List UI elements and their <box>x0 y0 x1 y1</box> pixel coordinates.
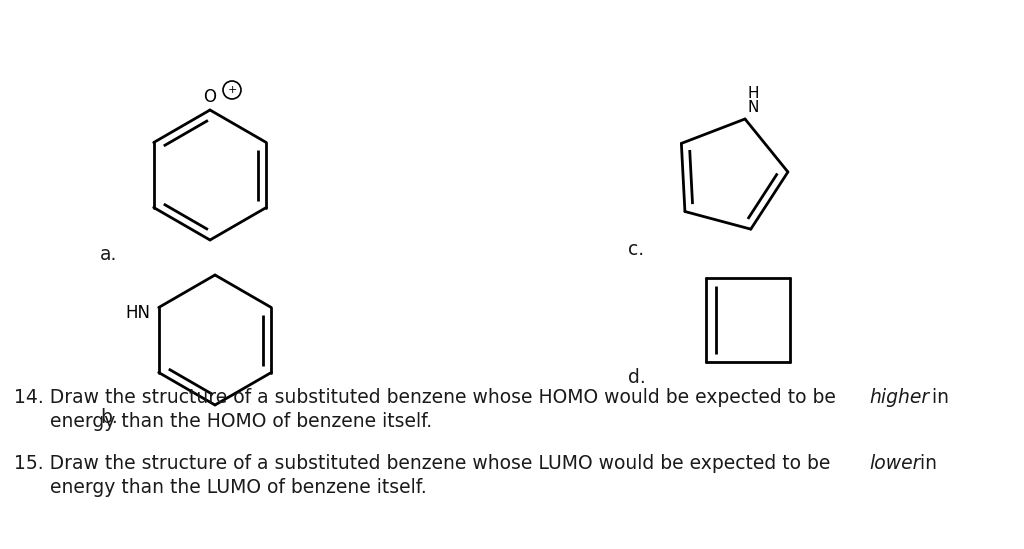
Text: a.: a. <box>100 245 118 264</box>
Text: energy than the HOMO of benzene itself.: energy than the HOMO of benzene itself. <box>50 412 432 431</box>
Text: d.: d. <box>628 368 646 387</box>
Text: H: H <box>748 86 759 101</box>
Text: N: N <box>748 100 759 115</box>
Text: HN: HN <box>126 304 151 322</box>
Text: lower: lower <box>869 454 921 473</box>
Text: b.: b. <box>100 408 118 427</box>
Text: 15. Draw the structure of a substituted benzene whose LUMO would be expected to : 15. Draw the structure of a substituted … <box>14 454 837 473</box>
Text: 14. Draw the structure of a substituted benzene whose HOMO would be expected to : 14. Draw the structure of a substituted … <box>14 388 842 407</box>
Text: c.: c. <box>628 240 644 259</box>
Text: in: in <box>926 388 949 407</box>
Text: +: + <box>227 85 237 95</box>
Text: higher: higher <box>869 388 929 407</box>
Text: in: in <box>914 454 937 473</box>
Text: energy than the LUMO of benzene itself.: energy than the LUMO of benzene itself. <box>50 478 427 497</box>
Text: O: O <box>204 88 216 106</box>
